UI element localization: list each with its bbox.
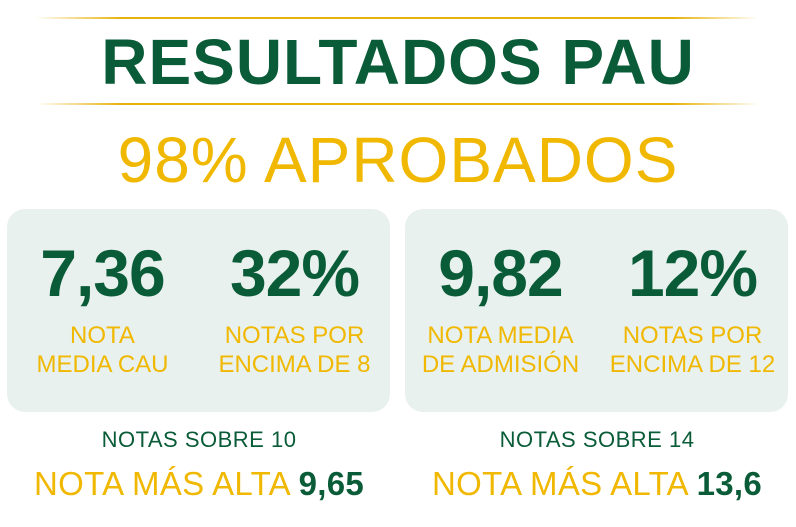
highest-grade-label: NOTA MÁS ALTA xyxy=(431,465,688,502)
stat-label: NOTA MEDIA DE ADMISIÓN xyxy=(421,322,580,378)
highest-grade-label: NOTA MÁS ALTA xyxy=(33,465,290,502)
stat-value: 9,82 xyxy=(438,236,563,310)
stat-above-8: 32% NOTAS POR ENCIMA DE 8 xyxy=(199,209,390,412)
title-divider xyxy=(35,103,759,105)
stat-label: NOTA MEDIA CAU xyxy=(36,322,169,378)
top-divider xyxy=(35,17,759,19)
stats-card-admission: 9,82 NOTA MEDIA DE ADMISIÓN 12% NOTAS PO… xyxy=(405,209,788,412)
highest-grade-cau: NOTA MÁS ALTA 9,65 xyxy=(0,462,398,506)
scale-note-admission: NOTAS SOBRE 14 xyxy=(499,427,695,452)
highest-grade-admission: NOTA MÁS ALTA 13,6 xyxy=(398,462,796,506)
stats-card-cau: 7,36 NOTA MEDIA CAU 32% NOTAS POR ENCIMA… xyxy=(7,209,390,412)
stat-label: NOTAS POR ENCIMA DE 8 xyxy=(218,322,371,378)
stat-value: 32% xyxy=(229,236,360,310)
stat-label: NOTAS POR ENCIMA DE 12 xyxy=(609,322,776,378)
stat-average-admission: 9,82 NOTA MEDIA DE ADMISIÓN xyxy=(405,209,596,412)
highest-grade-value: 13,6 xyxy=(696,465,763,502)
stat-average-cau: 7,36 NOTA MEDIA CAU xyxy=(7,209,198,412)
approval-headline: 98% APROBADOS xyxy=(117,124,679,196)
highest-grade-value: 9,65 xyxy=(298,465,365,502)
stat-value: 12% xyxy=(627,236,758,310)
scale-note-cau: NOTAS SOBRE 10 xyxy=(101,427,297,452)
stat-above-12: 12% NOTAS POR ENCIMA DE 12 xyxy=(597,209,788,412)
stat-value: 7,36 xyxy=(40,236,165,310)
page-title: RESULTADOS PAU xyxy=(101,26,695,98)
